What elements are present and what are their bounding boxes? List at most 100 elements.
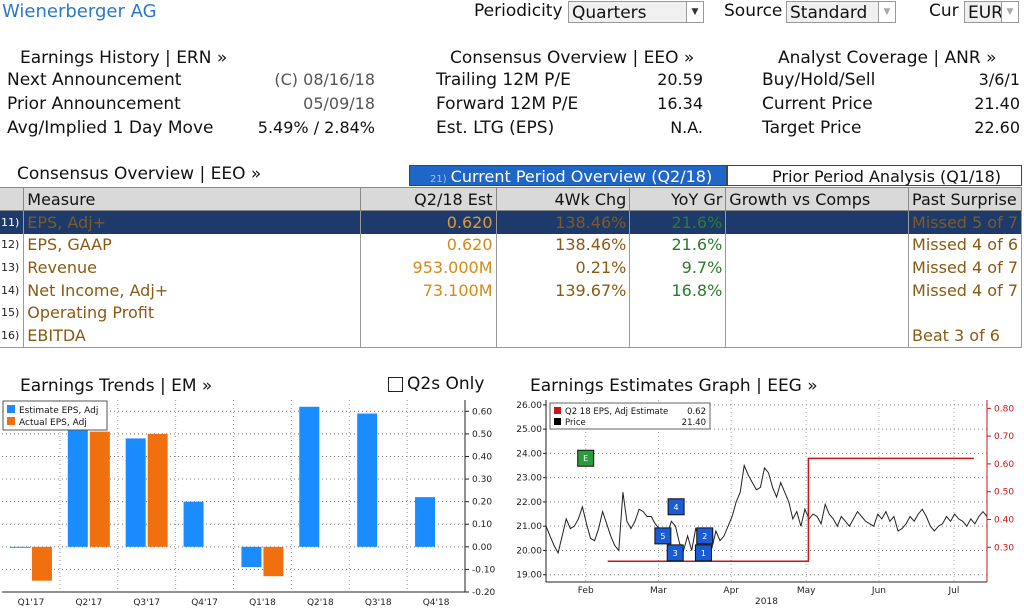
- periodicity-dropdown[interactable]: Quarters ▼: [568, 1, 704, 23]
- table-row[interactable]: 12) EPS, GAAP 0.620 138.46% 21.6% Missed 4 of…: [0, 233, 1022, 257]
- legend-box: [2, 400, 108, 431]
- four-week-change-cell: 139.67%: [495, 278, 631, 302]
- event-marker-label: 1: [701, 549, 706, 558]
- est-ltg-value: N.A.: [670, 118, 703, 137]
- prior-announcement-label: Prior Announcement: [7, 94, 181, 114]
- measure-cell: EPS, Adj+: [23, 210, 362, 234]
- legend-value: 21.40: [682, 418, 706, 428]
- left-tick-label: 21.00: [516, 522, 542, 532]
- actual-bar: [31, 546, 52, 581]
- legend-label: Actual EPS, Adj: [19, 418, 87, 428]
- x-tick-label: May: [797, 586, 816, 596]
- earnings-estimates-chart: Feb Mar Apr May Jun Jul 2018 26.00 25.00 24.00 23.…: [512, 394, 1024, 613]
- earnings-trends-title[interactable]: Earnings Trends | EM »: [20, 376, 213, 396]
- currency-value: EUR: [968, 3, 1003, 23]
- growth-vs-comps-cell: [725, 323, 910, 348]
- header-measure[interactable]: Measure: [23, 187, 362, 211]
- y-tick-label: 0.30: [472, 475, 492, 485]
- chart-background: [512, 394, 1024, 613]
- header-past-surprise[interactable]: Past Surprise: [908, 187, 1022, 211]
- header-growth-vs-comps[interactable]: Growth vs Comps: [725, 187, 910, 211]
- x-tick-label: Feb: [578, 586, 594, 596]
- table-row[interactable]: 13) Revenue 953.000M 0.21% 9.7% Missed 4 of 7: [0, 256, 1022, 279]
- four-week-change-cell: [495, 301, 631, 324]
- measure-cell: EPS, GAAP: [23, 233, 362, 257]
- x-tick-label: Apr: [723, 586, 739, 596]
- consensus-table-title[interactable]: Consensus Overview | EEO »: [17, 164, 262, 184]
- event-marker-label: 3: [673, 549, 678, 558]
- estimates-graph-title[interactable]: Earnings Estimates Graph | EEG »: [530, 376, 818, 396]
- periodicity-value: Quarters: [572, 3, 647, 23]
- avg-move-label: Avg/Implied 1 Day Move: [7, 118, 214, 138]
- event-marker-label: 4: [674, 503, 679, 512]
- actual-bar: [263, 546, 284, 577]
- estimate-bar: [415, 497, 436, 547]
- currency-label: Cur: [929, 1, 959, 21]
- x-tick-label: Q2'18: [307, 598, 334, 608]
- tab-current-period[interactable]: 21) Current Period Overview (Q2/18): [409, 165, 727, 186]
- measure-cell: Operating Profit: [23, 301, 362, 324]
- source-dropdown[interactable]: Standard ▼: [786, 1, 896, 23]
- consensus-table: Measure Q2/18 Est 4Wk Chg YoY Gr Growth …: [0, 187, 1022, 348]
- growth-vs-comps-cell: [725, 256, 910, 279]
- analyst-coverage-title[interactable]: Analyst Coverage | ANR »: [778, 48, 997, 68]
- right-tick-label: 0.30: [994, 543, 1014, 553]
- legend-swatch: [554, 418, 561, 425]
- chevron-down-icon: ▼: [1001, 2, 1018, 22]
- estimate-cell: 0.620: [360, 233, 497, 257]
- prior-announcement-value: 05/09/18: [303, 94, 375, 113]
- q2s-only-checkbox[interactable]: [388, 377, 403, 392]
- table-row[interactable]: 16) EBITDA Beat 3 of 6: [0, 323, 1022, 348]
- earnings-history-title[interactable]: Earnings History | ERN »: [20, 48, 228, 68]
- past-surprise-cell: Missed 4 of 7: [908, 256, 1022, 279]
- forward-pe-label: Forward 12M P/E: [436, 94, 579, 114]
- header-4wk-chg[interactable]: 4Wk Chg: [495, 187, 631, 211]
- table-row[interactable]: 14) Net Income, Adj+ 73.100M 139.67% 16.8% Mi…: [0, 278, 1022, 302]
- yoy-growth-cell: [629, 301, 727, 324]
- event-marker-label: E: [583, 454, 588, 463]
- row-index: 12): [0, 233, 25, 257]
- x-tick-label: Mar: [650, 586, 667, 596]
- table-row[interactable]: 15) Operating Profit: [0, 301, 1022, 324]
- yoy-growth-cell: 9.7%: [629, 256, 727, 279]
- past-surprise-cell: Missed 4 of 6: [908, 233, 1022, 257]
- left-tick-label: 25.00: [516, 425, 542, 435]
- right-tick-label: 0.70: [994, 432, 1014, 442]
- event-marker: [694, 544, 712, 562]
- yoy-growth-cell: 21.6%: [629, 210, 727, 234]
- tab-prior-period[interactable]: Prior Period Analysis (Q1/18): [727, 165, 1022, 186]
- estimate-bar: [125, 438, 146, 547]
- row-index: 13): [0, 256, 25, 279]
- right-tick-label: 0.60: [994, 460, 1014, 470]
- earnings-trends-chart: Q1'17 Q2'17 Q3'17 Q4'17 Q1'18 Q2'18 Q3'18 Q4'18…: [0, 396, 512, 613]
- row-index: 16): [0, 323, 25, 348]
- estimate-bar: [9, 546, 30, 548]
- currency-dropdown[interactable]: EUR ▼: [964, 1, 1019, 23]
- periodicity-label: Periodicity: [474, 1, 563, 21]
- past-surprise-cell: Missed 5 of 7: [908, 210, 1022, 234]
- tab-index: 21): [430, 174, 447, 185]
- target-price-value: 22.60: [974, 118, 1020, 137]
- event-marker: [666, 544, 684, 562]
- event-marker: [696, 527, 714, 545]
- legend-label: Estimate EPS, Adj: [19, 406, 98, 416]
- four-week-change-cell: 138.46%: [495, 233, 631, 257]
- header-est[interactable]: Q2/18 Est: [360, 187, 497, 211]
- next-announcement-label: Next Announcement: [7, 70, 182, 90]
- left-tick-label: 26.00: [516, 401, 542, 411]
- estimate-cell: [360, 301, 497, 324]
- x-tick-label: Jun: [871, 586, 886, 596]
- header-yoy-gr[interactable]: YoY Gr: [629, 187, 727, 211]
- right-tick-label: 0.50: [994, 488, 1014, 498]
- table-row[interactable]: 11) EPS, Adj+ 0.620 138.46% 21.6% Missed 5 of…: [0, 210, 1022, 234]
- event-marker-label: 5: [660, 532, 665, 541]
- estimate-bar: [357, 413, 378, 547]
- tab-current-label: Current Period Overview (Q2/18): [450, 167, 713, 186]
- y-tick-label: 0.40: [472, 452, 492, 462]
- x-tick-label: Q4'18: [423, 598, 450, 608]
- consensus-overview-title[interactable]: Consensus Overview | EEO »: [450, 48, 695, 68]
- x-tick-label: Q1'18: [249, 598, 276, 608]
- y-tick-label: 0.10: [472, 520, 492, 530]
- left-tick-label: 22.00: [516, 498, 542, 508]
- legend-value: 0.62: [687, 407, 706, 417]
